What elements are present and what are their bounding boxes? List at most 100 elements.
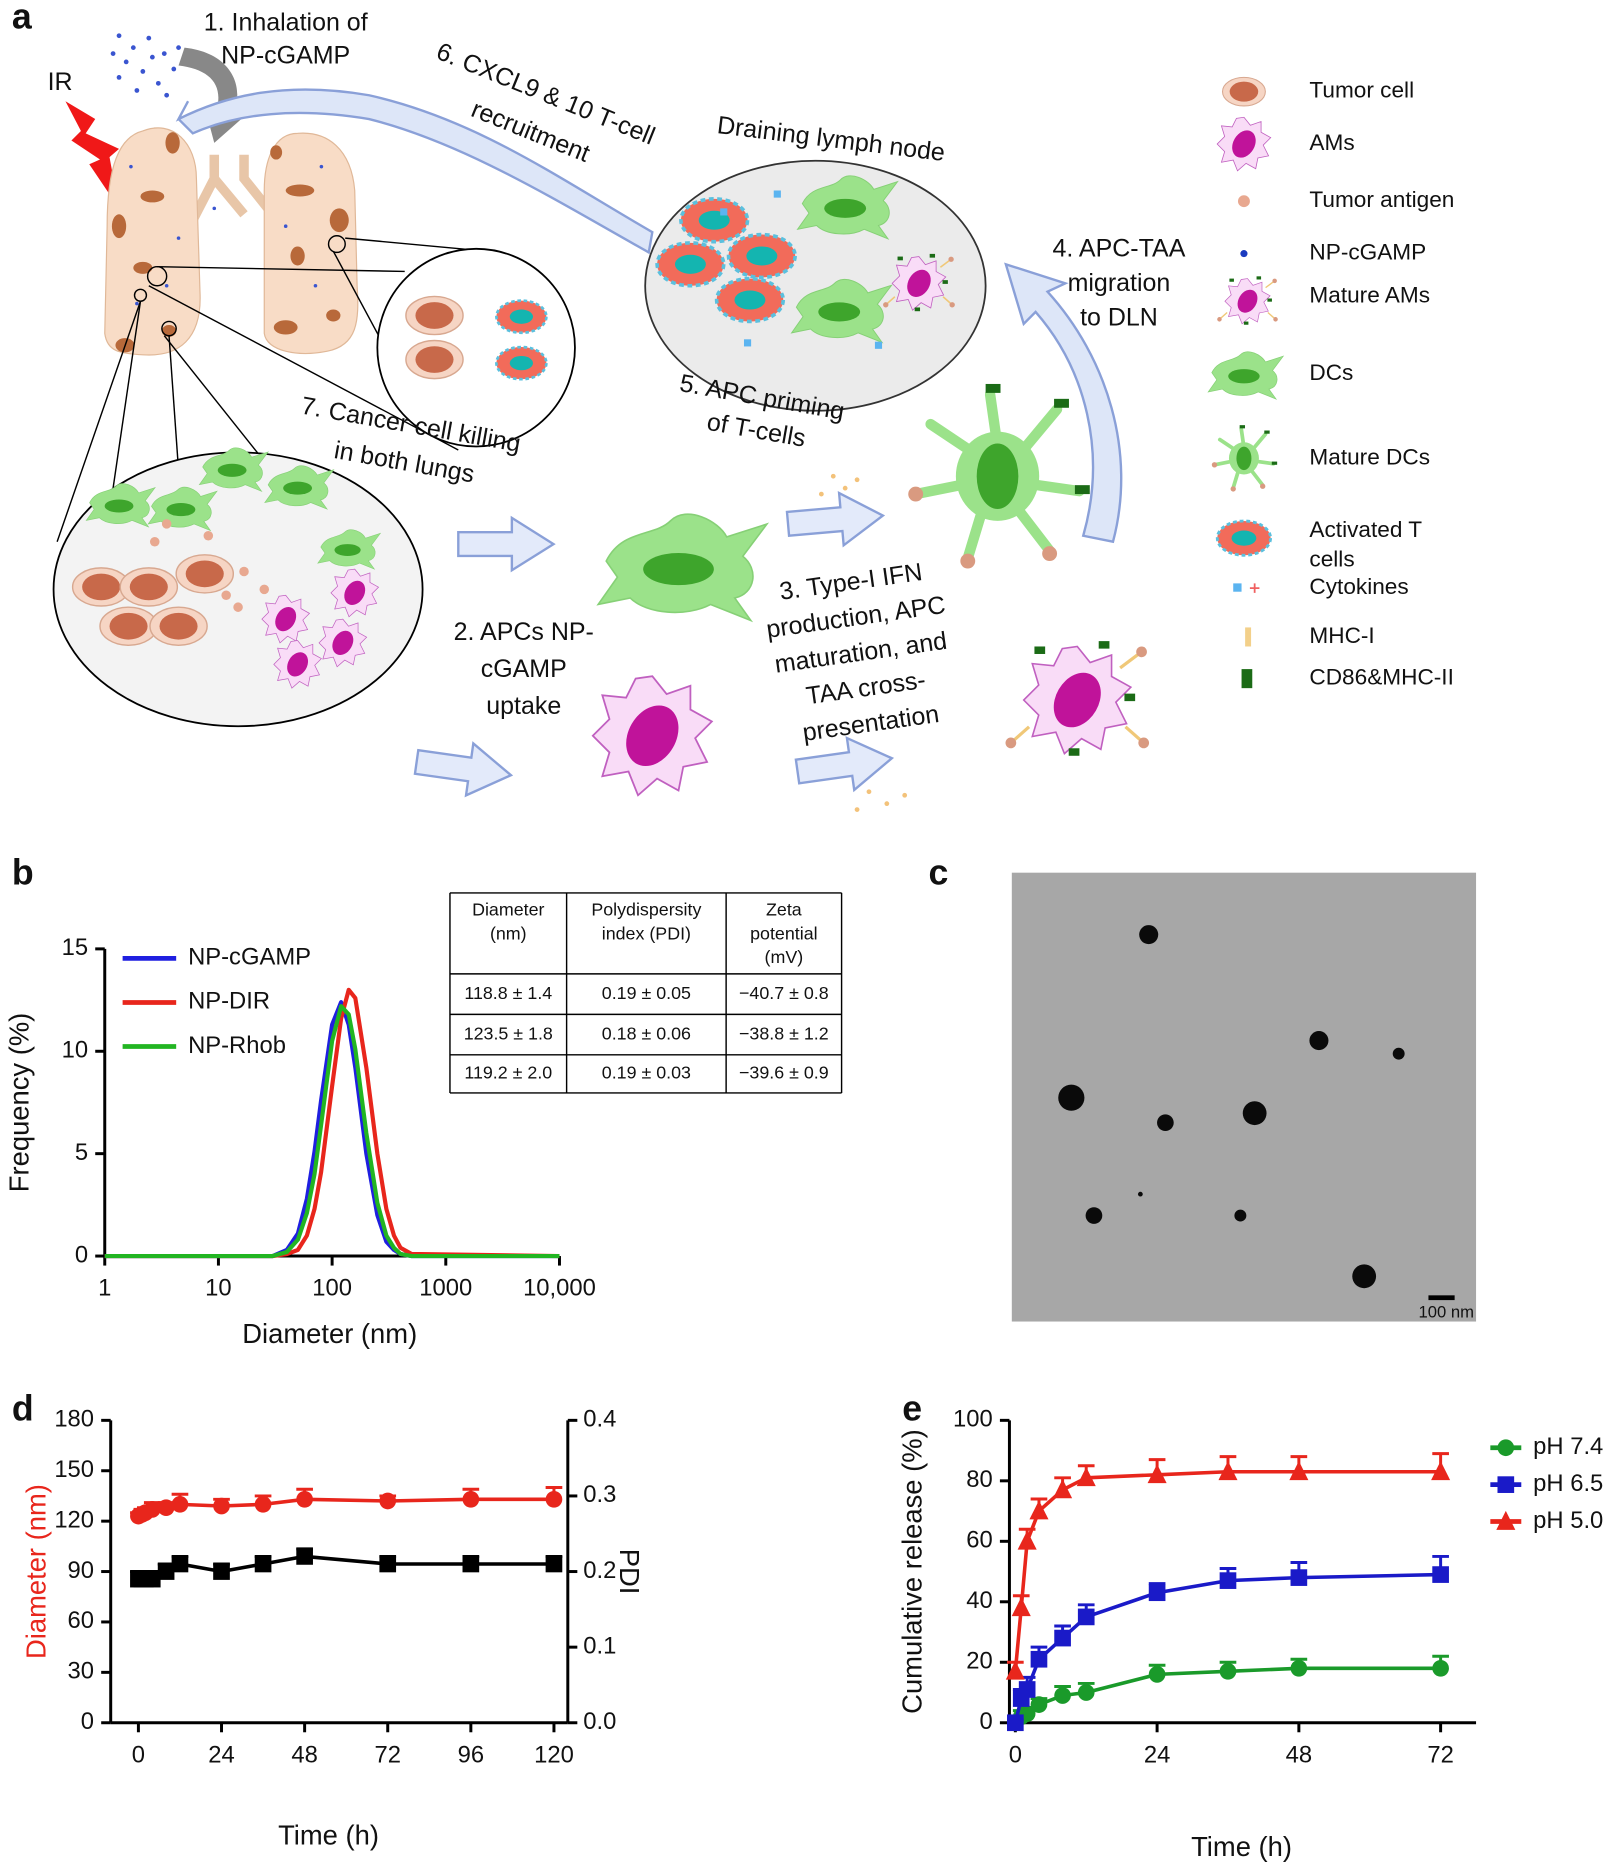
shape (129, 164, 324, 306)
cell-icon (405, 339, 464, 380)
shape (1309, 1031, 1329, 1051)
shape (149, 519, 270, 612)
shape (743, 339, 752, 347)
schematic (52, 33, 1284, 812)
marker (379, 1492, 397, 1510)
lungs (104, 127, 359, 356)
cell-icon (1006, 641, 1150, 756)
shape (842, 485, 848, 491)
table-cell: −40.7 ± 0.8 (739, 983, 829, 1003)
shape (168, 335, 180, 471)
step-line: 4. APC-TAA (1053, 235, 1186, 263)
cell-icon (679, 197, 750, 244)
marker (1432, 1566, 1449, 1583)
marker (1017, 1530, 1037, 1550)
step-label: 1. Inhalation of NP-cGAMP (204, 8, 368, 69)
shape (104, 127, 201, 356)
shape (874, 341, 883, 349)
series-line (104, 1004, 560, 1259)
shape (164, 283, 169, 288)
table-header: (mV) (765, 947, 804, 967)
step-line: cGAMP (481, 655, 567, 683)
y-tick-label: 120 (54, 1506, 94, 1533)
shape (134, 88, 140, 93)
cell-icon (1209, 423, 1280, 494)
ir-bolt (65, 101, 120, 209)
table-cell: −38.8 ± 1.2 (739, 1023, 829, 1043)
panel-label: e (902, 1388, 922, 1428)
legend-icon (1241, 669, 1253, 689)
y-tick-label: 60 (68, 1607, 94, 1634)
x-tick-label: 24 (1144, 1741, 1170, 1768)
shape (176, 236, 181, 240)
x-tick-label: 48 (1286, 1741, 1312, 1768)
lymph-node-label: Draining lymph node (716, 111, 947, 167)
shape (866, 789, 872, 795)
table-cell: −39.6 ± 0.9 (739, 1063, 829, 1083)
y2-tick-label: 0.1 (583, 1632, 616, 1659)
shape (884, 801, 890, 807)
legend-icon (1249, 583, 1260, 593)
table-header: potential (750, 923, 817, 943)
marker (296, 1490, 313, 1508)
legend-label: Mature DCs (1309, 444, 1430, 469)
legend-label: cells (1309, 547, 1354, 572)
shape (720, 190, 883, 349)
table-cell: 119.2 ± 2.0 (464, 1063, 552, 1083)
shape (1242, 1101, 1267, 1126)
x-tick-label: 0 (1009, 1741, 1022, 1768)
cell-icon (591, 675, 713, 797)
shape (319, 164, 324, 169)
chart: 0 24 48 72 96 120 0 30 60 90 120 150 180 0.0 0.1 0.2 0.3… (20, 1406, 645, 1851)
shape (112, 301, 142, 489)
shape (259, 584, 270, 595)
y-tick-label: 100 (953, 1406, 993, 1433)
cell-icon (99, 606, 158, 647)
marker (143, 1570, 161, 1588)
shape (161, 325, 177, 337)
marker (1497, 1439, 1515, 1457)
marker (1005, 1660, 1025, 1680)
series-line (1013, 1572, 1441, 1724)
scale-bar-label: 100 nm (1419, 1303, 1475, 1322)
x-tick-label: 24 (208, 1741, 234, 1768)
panel-label: b (12, 853, 34, 893)
table-cell: 123.5 ± 1.8 (464, 1023, 553, 1043)
table-cell: 0.19 ± 0.05 (602, 983, 691, 1003)
marker (213, 1497, 230, 1515)
panel-label: c (928, 853, 948, 893)
y-tick-label: 20 (966, 1648, 992, 1675)
series-line (138, 1554, 554, 1581)
shape (155, 80, 161, 86)
shape (1058, 1084, 1085, 1111)
marker (1496, 1510, 1516, 1530)
y-tick-label: 10 (62, 1037, 88, 1064)
cell-icon (908, 384, 1090, 569)
shape (326, 309, 341, 322)
shape (116, 33, 122, 39)
shape (329, 208, 349, 233)
y-tick-label: 0 (81, 1708, 94, 1735)
marker (1289, 1461, 1309, 1481)
marker (1030, 1696, 1048, 1713)
y2-tick-label: 0.4 (583, 1406, 616, 1433)
shape (830, 473, 836, 479)
legend-label: pH 5.0 (1533, 1507, 1603, 1534)
cell-icon (655, 241, 726, 288)
series-line (1013, 1469, 1441, 1672)
cell-icon (405, 295, 464, 336)
legend-icon (1245, 627, 1252, 647)
shape (188, 154, 272, 223)
y-tick-label: 90 (68, 1557, 94, 1584)
shape (239, 566, 249, 577)
marker (1290, 1569, 1308, 1586)
x-tick-label: 1000 (419, 1275, 472, 1302)
shape (902, 792, 908, 798)
x-tick-label: 120 (534, 1741, 574, 1768)
cell-icon (175, 554, 235, 594)
legend-label: NP-cGAMP (188, 944, 311, 971)
legend-label: NP-cGAMP (1309, 240, 1426, 265)
shape (123, 59, 129, 65)
shape (1139, 925, 1159, 945)
